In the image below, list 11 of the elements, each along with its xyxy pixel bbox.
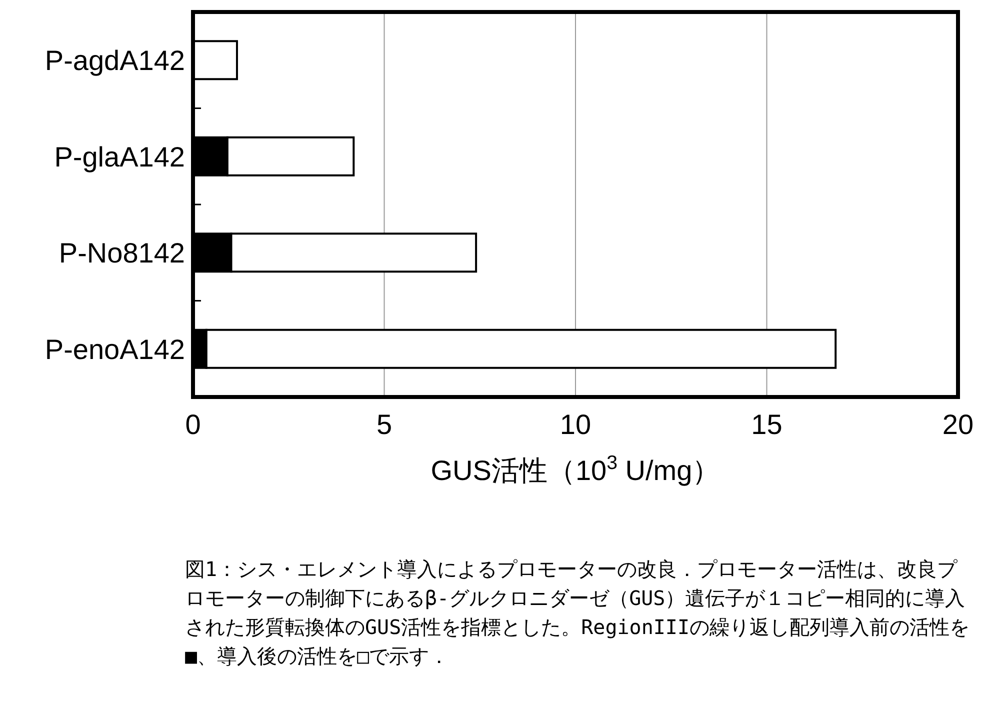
y-tick-label: P-No8142 — [58, 238, 185, 269]
y-tick-label: P-agdA142 — [44, 45, 185, 76]
y-tick-label: P-glaA142 — [54, 141, 185, 172]
x-tick-label: 20 — [942, 409, 974, 440]
x-tick-label: 5 — [376, 409, 392, 440]
x-tick-label: 10 — [560, 409, 592, 440]
y-tick-label: P-enoA142 — [44, 334, 185, 365]
x-tick-label: 0 — [185, 409, 201, 440]
x-axis-title: GUS活性（10$^{3}$ U/mg） — [430, 452, 720, 486]
x-tick-label: 15 — [751, 409, 782, 440]
caption: 図1：シス・エレメント導入によるプロモーターの改良．プロモーター活性は、改良プロモーターの制御下にあるβ‐グルクロニダーゼ（GUS）遺伝子が１コピー相同的に導入された形質転換体のGUS活性を指標とした。RegionIIIの繰り返し配列導入前の活性を■、導入後の活性を□で示す． — [185, 556, 970, 670]
